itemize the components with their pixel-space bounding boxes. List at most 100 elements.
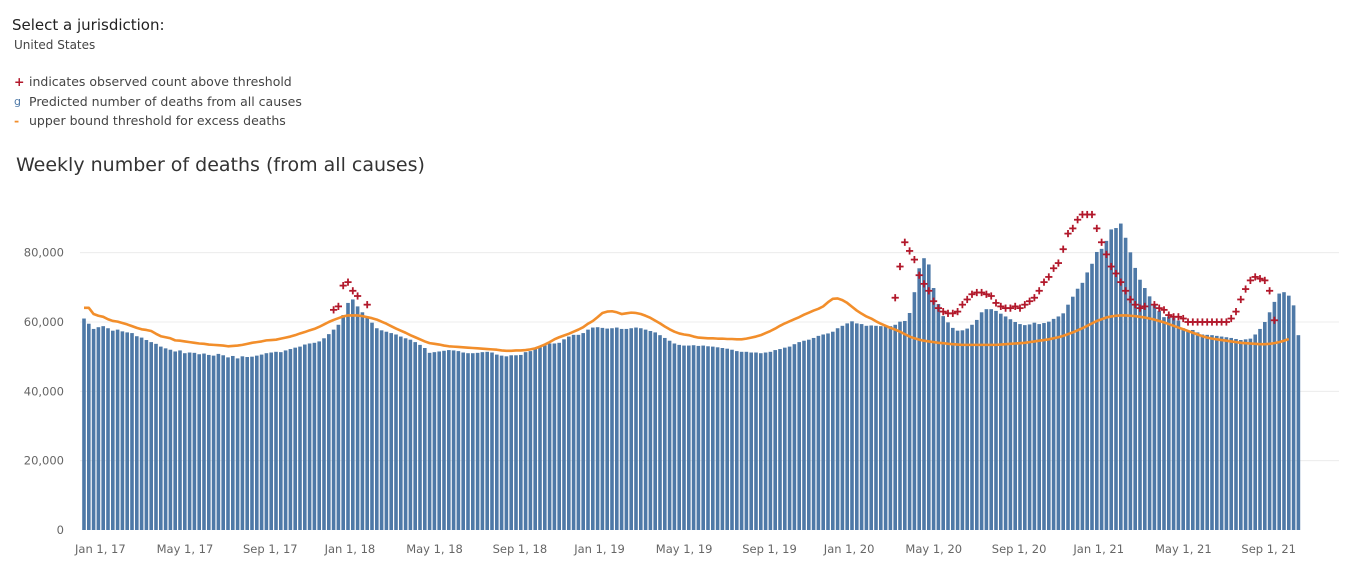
predicted-deaths-bar <box>927 264 931 530</box>
above-threshold-marker <box>1107 262 1115 271</box>
predicted-deaths-bar <box>437 351 441 530</box>
predicted-deaths-bar <box>653 332 657 530</box>
above-threshold-marker <box>1131 301 1139 309</box>
predicted-deaths-bar <box>1282 292 1286 530</box>
above-threshold-marker <box>1266 287 1274 295</box>
predicted-deaths-bar <box>735 351 739 530</box>
predicted-deaths-bar <box>355 306 360 530</box>
predicted-deaths-bar <box>125 332 129 530</box>
predicted-deaths-bar <box>1287 295 1291 530</box>
predicted-deaths-bar <box>1229 337 1233 530</box>
jurisdiction-filter-value[interactable]: United States <box>14 38 96 52</box>
predicted-deaths-bar <box>859 324 864 530</box>
predicted-deaths-bar <box>183 353 187 530</box>
predicted-deaths-bar <box>1128 252 1133 530</box>
legend-label: upper bound threshold for excess deaths <box>29 113 286 129</box>
bar-marker-icon: g <box>14 94 21 108</box>
above-threshold-marker <box>939 308 947 316</box>
predicted-deaths-bar <box>1296 335 1301 530</box>
predicted-deaths-bar <box>432 352 437 530</box>
predicted-deaths-bar <box>912 292 917 530</box>
predicted-deaths-bar <box>139 337 144 530</box>
above-threshold-marker <box>1098 238 1106 246</box>
above-threshold-marker <box>1035 287 1043 295</box>
predicted-deaths-bar <box>845 323 849 530</box>
predicted-deaths-bar <box>600 327 605 530</box>
predicted-deaths-bar <box>178 350 182 530</box>
axis-labels: 0 20,000 40,000 60,000 80,000 Jan 1, 17 May 1,… <box>24 246 1296 556</box>
predicted-deaths-bar <box>533 349 537 530</box>
predicted-deaths-bar <box>1099 248 1104 530</box>
x-tick-label: Sep 1, 17 <box>243 542 298 556</box>
predicted-deaths-bar <box>327 334 331 530</box>
predicted-deaths-bar <box>783 347 787 530</box>
predicted-deaths-bar <box>245 357 249 530</box>
predicted-deaths-bar <box>922 258 926 530</box>
predicted-deaths-bar <box>869 325 873 530</box>
predicted-deaths-bar <box>907 312 912 530</box>
above-threshold-marker <box>1222 318 1230 326</box>
above-threshold-marker <box>1160 306 1168 314</box>
above-threshold-marker <box>1050 264 1058 272</box>
predicted-deaths-bar <box>1234 338 1238 530</box>
predicted-deaths-bar <box>1186 330 1190 530</box>
predicted-deaths-bar <box>763 352 768 530</box>
above-threshold-marker <box>901 238 909 246</box>
above-threshold-marker <box>930 297 938 305</box>
predicted-deaths-bar <box>946 322 950 530</box>
predicted-deaths-bar <box>269 352 273 530</box>
above-threshold-marker <box>906 247 914 255</box>
above-threshold-marker <box>1102 250 1110 258</box>
y-tick-label: 20,000 <box>24 454 64 468</box>
predicted-deaths-bar <box>567 336 571 530</box>
x-tick-label: May 1, 17 <box>157 542 214 556</box>
above-threshold-marker <box>1026 297 1034 305</box>
predicted-deaths-bar <box>999 313 1003 530</box>
threshold-line <box>84 297 1290 353</box>
x-tick-label: May 1, 20 <box>905 542 962 556</box>
above-threshold-marker <box>339 282 347 290</box>
predicted-deaths-bar <box>979 312 984 530</box>
predicted-deaths-bar <box>1090 263 1094 530</box>
predicted-deaths-bar <box>163 348 168 530</box>
x-tick-label: Sep 1, 18 <box>493 542 548 556</box>
predicted-deaths-bar <box>322 338 326 530</box>
above-threshold-marker <box>915 271 923 279</box>
above-threshold-marker <box>954 308 962 316</box>
above-threshold-marker <box>1054 259 1062 267</box>
predicted-deaths-bar <box>149 342 153 530</box>
predicted-deaths-bar <box>87 323 91 530</box>
predicted-deaths-bar <box>240 356 245 530</box>
predicted-deaths-bar <box>619 328 624 530</box>
predicted-deaths-bar <box>826 333 830 530</box>
predicted-deaths-bar <box>312 342 317 530</box>
predicted-deaths-bar <box>557 342 561 530</box>
predicted-deaths-bar <box>115 329 120 530</box>
legend-item-above-threshold: + indicates observed count above thresho… <box>14 72 302 92</box>
predicted-deaths-bar <box>1200 334 1205 530</box>
above-threshold-marker <box>1059 245 1067 253</box>
predicted-deaths-bar <box>778 349 782 530</box>
predicted-deaths-bar <box>341 315 345 530</box>
above-threshold-marker <box>1069 224 1077 232</box>
above-threshold-marker <box>978 288 986 297</box>
predicted-deaths-bar <box>1263 322 1267 530</box>
predicted-deaths-bar <box>855 323 859 530</box>
legend-item-threshold: - upper bound threshold for excess death… <box>14 111 302 131</box>
predicted-deaths-bar <box>255 355 259 530</box>
above-threshold-marker <box>330 306 338 314</box>
predicted-deaths-bar <box>1061 313 1065 530</box>
predicted-deaths-bar <box>615 327 619 530</box>
predicted-deaths-bar <box>480 352 485 530</box>
predicted-deaths-bar <box>1075 288 1080 530</box>
predicted-deaths-bar <box>360 312 365 530</box>
predicted-deaths-bar <box>442 350 446 530</box>
predicted-deaths-bar <box>749 352 753 530</box>
above-threshold-marker <box>1261 276 1269 284</box>
y-tick-label: 0 <box>57 523 64 537</box>
predicted-deaths-bar <box>499 355 504 530</box>
predicted-deaths-bar <box>831 331 835 530</box>
predicted-deaths-bar <box>1291 305 1296 530</box>
predicted-deaths-bar <box>643 329 648 530</box>
predicted-deaths-bar <box>1085 272 1089 530</box>
